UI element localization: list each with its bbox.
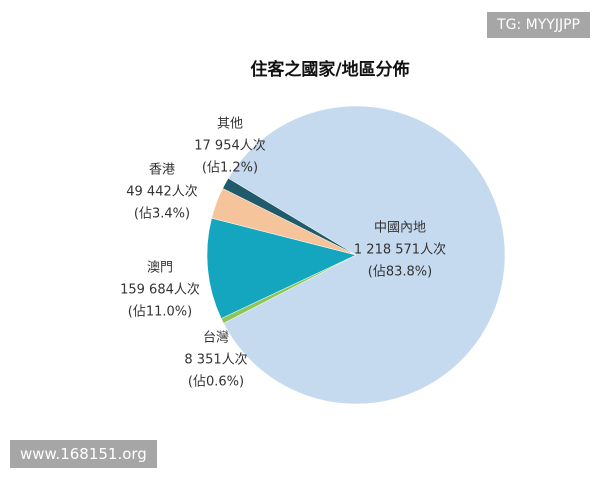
slice-label: 澳門	[147, 260, 173, 276]
value-label: 159 684人次	[120, 282, 200, 298]
share-label: (佔3.4%)	[134, 207, 190, 222]
value-label: 49 442人次	[126, 184, 198, 200]
value-label: 8 351人次	[184, 352, 247, 368]
share-label: (佔83.8%)	[368, 265, 432, 280]
share-label: (佔11.0%)	[128, 305, 192, 320]
value-label: 17 954人次	[194, 138, 266, 154]
slice-label: 香港	[149, 163, 175, 178]
share-label: (佔0.6%)	[188, 375, 244, 390]
pie-slice	[223, 105, 506, 405]
slice-label: 中國內地	[374, 221, 426, 236]
pie-slice	[222, 177, 357, 256]
watermark: TG: MYYJJPP	[487, 12, 590, 38]
value-label: 1 218 571人次	[354, 242, 446, 258]
chart-title: 住客之國家/地區分佈	[250, 59, 409, 80]
watermark: www.168151.org	[10, 440, 157, 468]
pie-slice	[206, 217, 357, 319]
slice-label: 台灣	[203, 331, 229, 346]
slice-label: 其他	[217, 117, 243, 132]
share-label: (佔1.2%)	[202, 161, 258, 176]
